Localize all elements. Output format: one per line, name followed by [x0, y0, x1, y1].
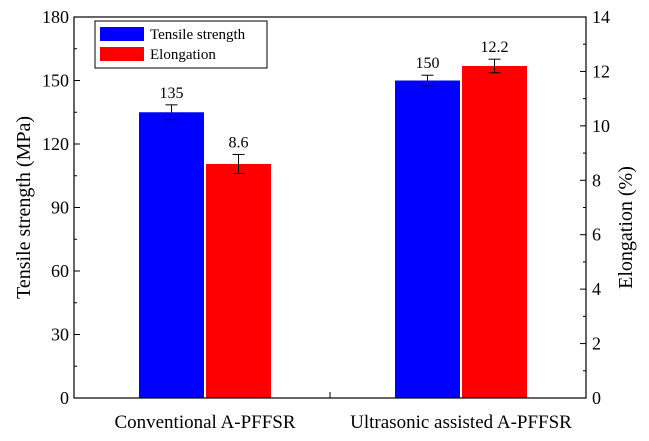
y-tick-label-left-1: 30 — [51, 325, 69, 345]
data-label-0-1: 150 — [416, 55, 440, 72]
y-tick-label-left-2: 60 — [51, 261, 69, 281]
labels-layer: 135 150 8.6 12.2 — [160, 39, 509, 151]
y-tick-label-left-5: 150 — [42, 71, 69, 91]
bar-tensile-strength-0 — [139, 112, 204, 398]
y-tick-label-right-5: 10 — [592, 116, 610, 136]
bar-elongation-1 — [462, 65, 527, 398]
y-axis-title-left: Tensile strength (MPa) — [13, 116, 35, 299]
y-tick-label-right-0: 0 — [592, 388, 601, 408]
data-label-1-0: 8.6 — [229, 134, 249, 151]
y-tick-label-left-6: 180 — [42, 7, 69, 27]
bar-elongation-0 — [206, 163, 271, 398]
legend-swatch-tensile-strength — [100, 27, 144, 41]
y-tick-label-right-6: 12 — [592, 61, 610, 81]
y-tick-label-right-3: 6 — [592, 225, 601, 245]
bars-layer — [139, 58, 527, 398]
legend-label-tensile-strength: Tensile strength — [150, 27, 246, 43]
ticks-layer: 0 30 60 90 120 150 180 0 2 4 6 8 10 12 14 Conventional … — [42, 7, 610, 433]
data-label-1-1: 12.2 — [481, 39, 509, 56]
y-tick-label-left-0: 0 — [60, 388, 69, 408]
bar-tensile-strength-1 — [395, 80, 460, 398]
data-label-0-0: 135 — [160, 85, 184, 102]
y-tick-label-right-2: 4 — [592, 279, 601, 299]
x-tick-label-1: Ultrasonic assisted A-PFFSR — [350, 412, 572, 433]
y-tick-label-left-4: 120 — [42, 134, 69, 154]
y-axis-title-right: Elongation (%) — [615, 166, 637, 289]
y-tick-label-left-3: 90 — [51, 198, 69, 218]
x-tick-label-0: Conventional A-PFFSR — [114, 412, 295, 433]
legend: Tensile strength Elongation — [94, 20, 268, 69]
y-tick-label-right-7: 14 — [592, 7, 610, 27]
y-tick-label-right-4: 8 — [592, 170, 601, 190]
legend-label-elongation: Elongation — [150, 47, 216, 63]
y-tick-label-right-1: 2 — [592, 334, 601, 354]
legend-swatch-elongation — [100, 47, 144, 61]
